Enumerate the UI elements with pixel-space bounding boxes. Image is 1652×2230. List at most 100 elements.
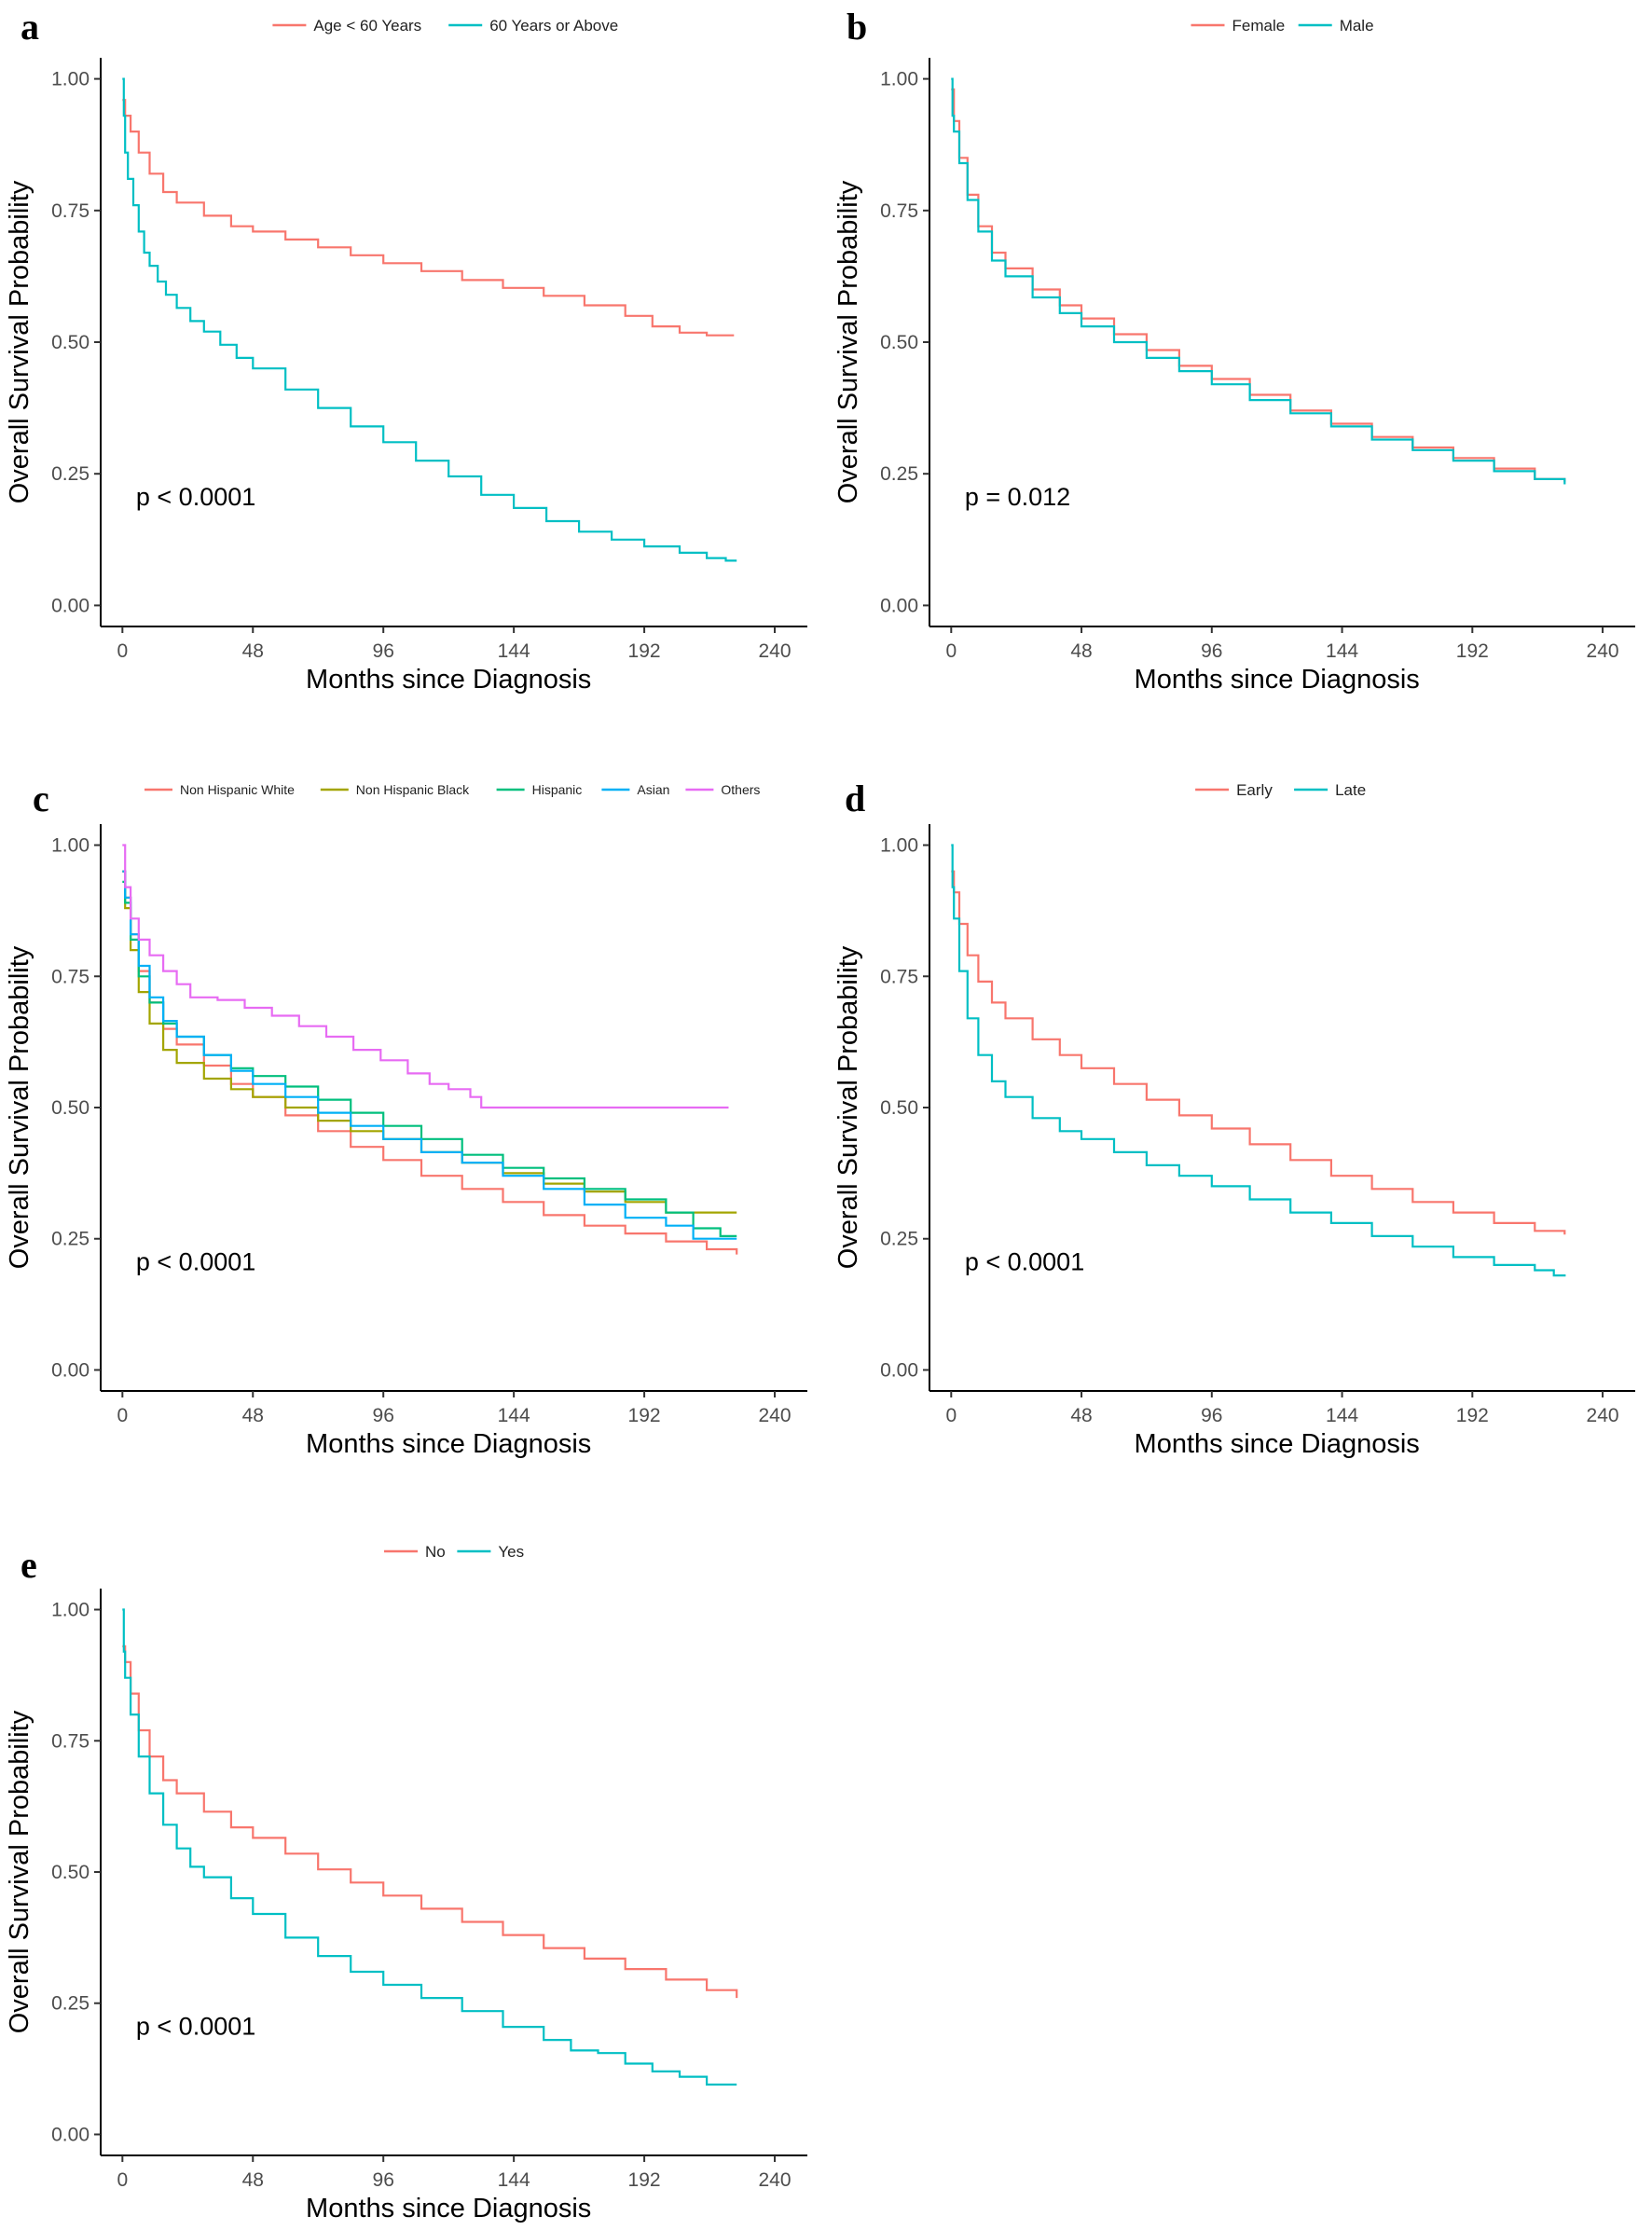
x-tick-label: 240 (758, 2169, 791, 2191)
y-tick-label: 0.50 (51, 1862, 89, 1883)
series-line-hispanic (122, 880, 737, 1237)
x-tick-label: 48 (1070, 1405, 1092, 1426)
y-tick-label: 0.00 (880, 595, 918, 616)
legend-label: Non Hispanic Black (356, 782, 470, 797)
y-tick-label: 1.00 (880, 69, 918, 90)
y-tick-label: 0.75 (51, 1730, 89, 1752)
y-tick-label: 0.25 (51, 463, 89, 485)
y-tick-label: 0.50 (51, 332, 89, 353)
x-tick-label: 192 (1456, 640, 1489, 662)
x-tick-label: 0 (117, 2169, 128, 2191)
x-tick-label: 240 (1587, 1405, 1619, 1426)
chart-panel-c: c 0.00 0.25 0.50 0.75 1.00 0 48 96 144 192 240 Month… (5, 778, 807, 1459)
x-tick-label: 240 (758, 1405, 791, 1426)
y-tick-label: 0.75 (51, 966, 89, 987)
p-value-annotation: p < 0.0001 (965, 1248, 1084, 1276)
x-tick-label: 48 (242, 2169, 264, 2191)
x-tick-label: 0 (117, 1405, 128, 1426)
chart-panel-a: a 0.00 0.25 0.50 0.75 1.00 0 48 96 144 192 240 Month… (5, 6, 807, 695)
y-tick-label: 0.50 (880, 332, 918, 353)
series-line-non-hispanic-white (122, 870, 738, 1255)
p-value-annotation: p < 0.0001 (136, 1248, 255, 1276)
x-tick-label: 96 (373, 2169, 394, 2191)
x-tick-label: 0 (945, 640, 957, 662)
y-tick-label: 0.25 (51, 1993, 89, 2015)
series-line-others (122, 844, 729, 1109)
panel-letter: d (845, 778, 865, 819)
legend-label: 60 Years or Above (489, 17, 618, 34)
y-axis-title: Overall Survival Probability (833, 945, 863, 1269)
x-tick-label: 0 (117, 640, 128, 662)
series-line-late (951, 844, 1566, 1277)
x-tick-label: 96 (373, 1405, 394, 1426)
panel-letter: c (33, 778, 49, 819)
x-tick-label: 48 (242, 640, 264, 662)
x-tick-label: 96 (1201, 640, 1222, 662)
series-line-60-years-or-above (122, 77, 737, 562)
y-axis-title: Overall Survival Probability (5, 1710, 34, 2033)
series-line-early (951, 870, 1566, 1235)
y-tick-label: 0.75 (880, 200, 918, 222)
p-value-annotation: p < 0.0001 (136, 483, 255, 511)
x-tick-label: 192 (628, 640, 661, 662)
y-tick-label: 1.00 (51, 1600, 89, 1621)
y-tick-label: 0.25 (880, 463, 918, 485)
x-tick-label: 240 (1587, 640, 1619, 662)
legend: No Yes (384, 1543, 524, 1561)
chart-panel-b: b 0.00 0.25 0.50 0.75 1.00 0 48 96 144 192 240 Month… (833, 6, 1635, 695)
y-tick-label: 0.75 (880, 966, 918, 987)
panel-letter: b (847, 6, 867, 48)
x-axis-title: Months since Diagnosis (306, 2194, 591, 2223)
legend-label: Early (1236, 781, 1273, 799)
y-tick-label: 0.75 (51, 200, 89, 222)
chart-panel-e: e 0.00 0.25 0.50 0.75 1.00 0 48 96 144 192 240 Month… (5, 1543, 807, 2223)
series-line-asian (122, 870, 737, 1240)
y-tick-label: 0.25 (51, 1229, 89, 1250)
legend-label: Asian (637, 782, 669, 797)
series-line-non-hispanic-black (122, 870, 737, 1214)
y-tick-label: 1.00 (51, 835, 89, 857)
legend-label: Others (721, 782, 760, 797)
x-tick-label: 144 (498, 2169, 530, 2191)
series-line-female (951, 88, 1566, 482)
x-tick-label: 96 (1201, 1405, 1222, 1426)
y-tick-label: 0.50 (880, 1097, 918, 1119)
legend: Non Hispanic White Non Hispanic Black Hisp… (145, 782, 760, 797)
p-value-annotation: p < 0.0001 (136, 2013, 255, 2041)
legend: Female Male (1191, 17, 1374, 34)
y-axis-title: Overall Survival Probability (5, 945, 34, 1269)
legend-label: Male (1340, 17, 1374, 34)
legend-label: Age < 60 Years (313, 17, 421, 34)
p-value-annotation: p = 0.012 (965, 483, 1070, 511)
x-tick-label: 192 (628, 1405, 661, 1426)
legend: Early Late (1195, 781, 1366, 799)
y-axis-title: Overall Survival Probability (833, 180, 863, 503)
y-tick-label: 1.00 (880, 835, 918, 857)
x-axis-title: Months since Diagnosis (1135, 1429, 1420, 1459)
x-tick-label: 240 (758, 640, 791, 662)
series-line-no (122, 1645, 738, 1999)
series-line-male (951, 77, 1566, 485)
x-tick-label: 144 (498, 640, 530, 662)
x-axis-title: Months since Diagnosis (306, 665, 591, 695)
y-tick-label: 1.00 (51, 69, 89, 90)
legend-label: Female (1232, 17, 1286, 34)
panel-letter: a (21, 6, 39, 48)
legend-label: Hispanic (532, 782, 583, 797)
y-tick-label: 0.00 (51, 1359, 89, 1381)
x-tick-label: 192 (1456, 1405, 1489, 1426)
y-axis-title: Overall Survival Probability (5, 180, 34, 503)
x-tick-label: 192 (628, 2169, 661, 2191)
panel-letter: e (21, 1544, 37, 1586)
y-tick-label: 0.00 (51, 2124, 89, 2145)
y-tick-label: 0.00 (51, 595, 89, 616)
legend-label: Late (1335, 781, 1366, 799)
legend-label: Non Hispanic White (180, 782, 295, 797)
x-tick-label: 144 (1326, 1405, 1358, 1426)
x-tick-label: 144 (1326, 640, 1358, 662)
legend: Age < 60 Years 60 Years or Above (272, 17, 618, 34)
x-tick-label: 48 (1070, 640, 1092, 662)
y-tick-label: 0.50 (51, 1097, 89, 1119)
legend-label: No (425, 1543, 446, 1561)
